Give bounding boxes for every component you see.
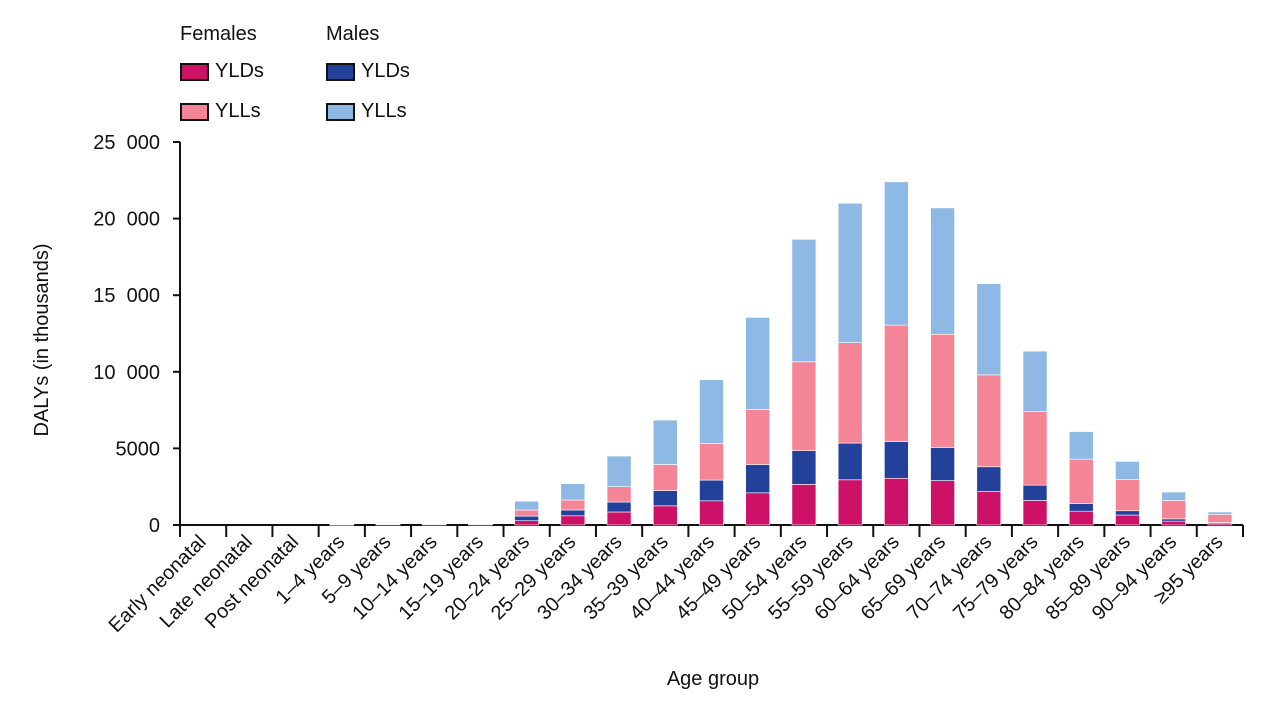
bar-segment xyxy=(699,479,724,502)
legend-swatch-male-ylds xyxy=(326,62,355,81)
bar-segment xyxy=(1161,500,1186,520)
bar-segment xyxy=(1022,411,1048,486)
bar-segment xyxy=(652,490,678,507)
bar-segment xyxy=(930,480,955,526)
bar-segment xyxy=(745,409,771,465)
bar-segment xyxy=(930,333,955,448)
legend-label-male-ylls: YLLs xyxy=(361,100,407,122)
legend-item-male-ylls: YLLs xyxy=(326,100,407,123)
bar-segment xyxy=(976,283,1002,376)
y-tick-label: 5000 xyxy=(116,438,161,460)
bar-segment xyxy=(1115,461,1140,480)
bar-segment xyxy=(745,492,771,526)
bar-segment xyxy=(930,447,955,481)
bar-segment xyxy=(699,379,724,444)
bar-segment xyxy=(1068,458,1094,504)
bar-segment xyxy=(1161,520,1186,526)
bar-segment xyxy=(884,441,909,479)
bar-segment xyxy=(1022,350,1048,412)
bar-segment xyxy=(560,483,586,501)
y-axis-title: DALYs (in thousands) xyxy=(31,243,53,436)
y-tick-label: 0 xyxy=(149,515,160,537)
legend-label-male-ylds: YLDs xyxy=(361,60,410,82)
bar-segment xyxy=(837,442,863,481)
bar-segment xyxy=(1022,484,1048,501)
bar-segment xyxy=(837,202,863,343)
bar-segment xyxy=(606,501,632,513)
bar-segment xyxy=(884,324,909,442)
bar-segment xyxy=(699,500,724,526)
bar-segment xyxy=(652,419,678,465)
bar-segment xyxy=(1207,514,1233,523)
bar-segment xyxy=(1161,491,1186,501)
bar-segment xyxy=(1207,511,1233,515)
bar-segment xyxy=(1115,479,1140,512)
legend-label-female-ylds: YLDs xyxy=(215,60,264,82)
legend-females-title: Females xyxy=(180,23,257,45)
bar-segment xyxy=(375,522,401,524)
bar-segment xyxy=(560,499,586,511)
bar-segment xyxy=(1068,503,1094,512)
x-axis-title: Age group xyxy=(667,668,759,690)
bar-segment xyxy=(884,477,909,526)
bar-segment xyxy=(791,450,817,485)
bar-segment xyxy=(791,361,817,451)
bar-segment xyxy=(421,522,447,524)
bar-segment xyxy=(652,505,678,526)
bar-segment xyxy=(1115,514,1140,526)
legend-swatch-female-ylds xyxy=(180,62,209,81)
bar-segment xyxy=(1068,510,1094,526)
bar-segment xyxy=(699,443,724,481)
bar-segment xyxy=(606,511,632,526)
bar-segment xyxy=(976,374,1002,468)
y-tick-label: 15 000 xyxy=(93,285,160,307)
legend-label-female-ylls: YLLs xyxy=(215,100,261,122)
legend-item-female-ylls: YLLs xyxy=(180,100,261,123)
bar-segment xyxy=(329,523,355,525)
bar-segment xyxy=(976,466,1002,492)
bar-segment xyxy=(884,181,909,326)
legend-item-female-ylds: YLDs xyxy=(180,60,264,83)
bar-segment xyxy=(791,484,817,526)
bar-segment xyxy=(514,509,539,517)
bar-segment xyxy=(791,238,817,363)
bar-segment xyxy=(745,317,771,410)
bar-segment xyxy=(1068,431,1094,460)
bar-segment xyxy=(930,207,955,335)
bar-segment xyxy=(837,479,863,526)
bar-segment xyxy=(976,490,1002,526)
bar-segment xyxy=(606,486,632,503)
bar-segment xyxy=(560,515,586,526)
bar-segment xyxy=(1115,510,1140,516)
legend-swatch-female-ylls xyxy=(180,102,209,121)
legend-item-male-ylds: YLDs xyxy=(326,60,410,83)
bar-segment xyxy=(514,520,539,526)
legend-males-title: Males xyxy=(326,23,380,45)
bar-segment xyxy=(514,515,539,522)
bar-segment xyxy=(606,455,632,487)
bar-segment xyxy=(468,522,493,524)
bar-segment xyxy=(560,509,586,517)
y-tick-label: 10 000 xyxy=(93,362,160,384)
legend-swatch-male-ylls xyxy=(326,102,355,121)
bar-segment xyxy=(652,464,678,491)
y-tick-label: 20 000 xyxy=(93,209,160,231)
bar-segment xyxy=(745,464,771,494)
bar-segment xyxy=(1161,518,1186,522)
bar-segment xyxy=(837,342,863,444)
bar-segment xyxy=(1022,500,1048,526)
y-tick-label: 25 000 xyxy=(93,132,160,154)
bar-segment xyxy=(514,500,539,511)
